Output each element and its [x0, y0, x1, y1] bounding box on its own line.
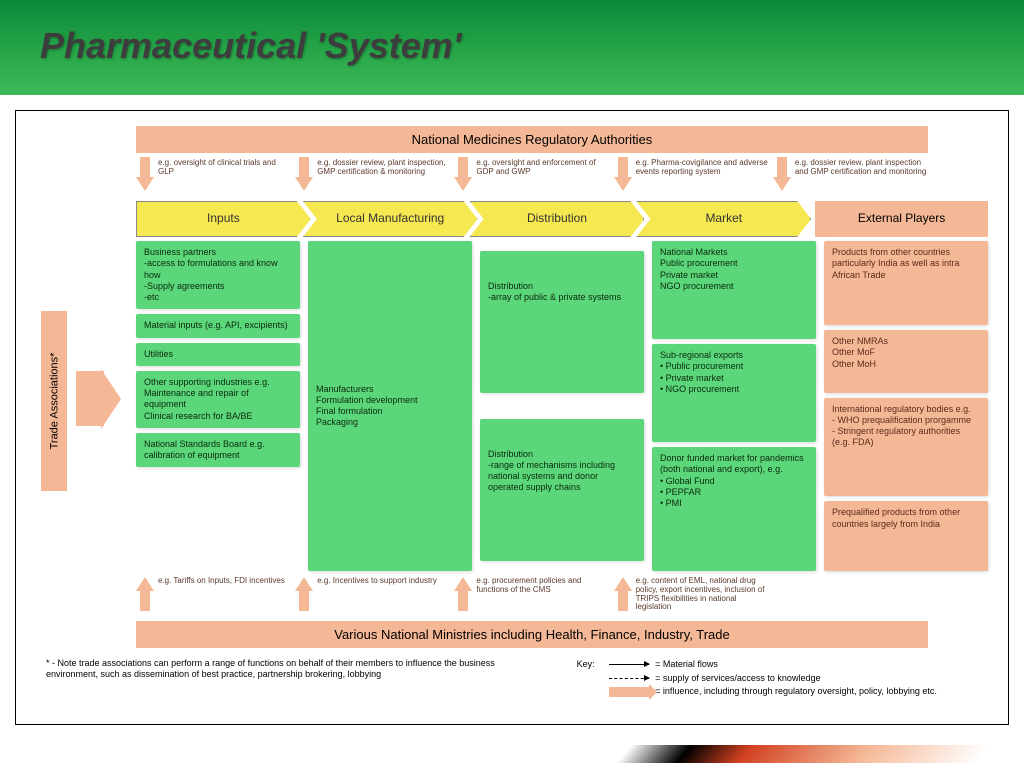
- down-annot-1: e.g. dossier review, plant inspection, G…: [317, 157, 450, 177]
- box-market-1: Sub-regional exports • Public procuremen…: [652, 344, 816, 442]
- diagram-container: National Medicines Regulatory Authoritie…: [15, 110, 1009, 725]
- columns-grid: Business partners -access to formulation…: [136, 241, 988, 571]
- box-distribution-0: Distribution -array of public & private …: [480, 251, 644, 393]
- up-annot-0: e.g. Tariffs on Inputs, FDI incentives: [158, 575, 291, 586]
- up-arrow-icon: [136, 575, 154, 611]
- stage-inputs: Inputs: [136, 201, 311, 237]
- col-external: Products from other countries particular…: [824, 241, 988, 571]
- box-inputs-4: National Standards Board e.g. calibratio…: [136, 433, 300, 468]
- box-inputs-1: Material inputs (e.g. API, excipients): [136, 314, 300, 337]
- stages-row: Inputs Local Manufacturing Distribution …: [136, 201, 988, 237]
- box-external-3: Prequalified products from other countri…: [824, 501, 988, 571]
- box-external-0: Products from other countries particular…: [824, 241, 988, 325]
- col-distribution: Distribution -array of public & private …: [480, 241, 644, 571]
- stage-market: Market: [636, 201, 811, 237]
- key-2: = influence, including through regulator…: [655, 685, 937, 699]
- up-arrows-row: e.g. Tariffs on Inputs, FDI incentives e…: [136, 575, 928, 617]
- footnote-text: * - Note trade associations can perform …: [46, 658, 537, 699]
- down-arrow-icon: [295, 157, 313, 193]
- up-annot-3: e.g. content of EML, national drug polic…: [636, 575, 769, 612]
- down-annot-0: e.g. oversight of clinical trials and GL…: [158, 157, 291, 177]
- top-authority-bar: National Medicines Regulatory Authoritie…: [136, 126, 928, 153]
- box-inputs-2: Utilities: [136, 343, 300, 366]
- down-arrow-icon: [614, 157, 632, 193]
- slide-title: Pharmaceutical 'System': [40, 25, 984, 67]
- stage-external: External Players: [815, 201, 988, 237]
- box-inputs-3: Other supporting industries e.g. Mainten…: [136, 371, 300, 428]
- down-arrows-row: e.g. oversight of clinical trials and GL…: [136, 157, 928, 199]
- stage-distribution: Distribution: [470, 201, 645, 237]
- key-1: = supply of services/access to knowledge: [655, 672, 820, 686]
- stage-manufacturing: Local Manufacturing: [303, 201, 478, 237]
- up-arrow-icon: [614, 575, 632, 611]
- box-external-1: Other NMRAs Other MoF Other MoH: [824, 330, 988, 393]
- down-arrow-icon: [773, 157, 791, 193]
- down-arrow-icon: [454, 157, 472, 193]
- down-arrow-icon: [136, 157, 154, 193]
- up-arrow-icon: [295, 575, 313, 611]
- down-annot-4: e.g. dossier review, plant inspection an…: [795, 157, 928, 177]
- up-arrow-icon: [454, 575, 472, 611]
- trade-associations-arrow-icon: [76, 351, 121, 446]
- key-label: Key:: [577, 658, 595, 672]
- trade-associations-label: Trade Associations*: [41, 311, 67, 491]
- solid-arrow-icon: [609, 664, 649, 665]
- box-inputs-0: Business partners -access to formulation…: [136, 241, 300, 309]
- col-manufacturing: Manufacturers Formulation development Fi…: [308, 241, 472, 571]
- slide-footer-decoration: [0, 738, 1024, 768]
- col-market: National Markets Public procurement Priv…: [652, 241, 816, 571]
- col-inputs: Business partners -access to formulation…: [136, 241, 300, 571]
- box-market-0: National Markets Public procurement Priv…: [652, 241, 816, 339]
- key-0: = Material flows: [655, 658, 718, 672]
- up-annot-2: e.g. procurement policies and functions …: [476, 575, 609, 595]
- box-manufacturing-0: Manufacturers Formulation development Fi…: [308, 241, 472, 571]
- legend: Key: = Material flows Key: = supply of s…: [577, 658, 978, 699]
- bottom-authority-bar: Various National Ministries including He…: [136, 621, 928, 648]
- down-annot-2: e.g. oversight and enforcement of GDP an…: [476, 157, 609, 177]
- dashed-arrow-icon: [609, 678, 649, 679]
- down-annot-3: e.g. Pharma-covigilance and adverse even…: [636, 157, 769, 177]
- fat-arrow-icon: [609, 687, 649, 697]
- up-annot-1: e.g. Incentives to support industry: [317, 575, 450, 586]
- slide-header: Pharmaceutical 'System': [0, 0, 1024, 95]
- box-external-2: International regulatory bodies e.g. - W…: [824, 398, 988, 497]
- footnote-row: * - Note trade associations can perform …: [46, 658, 978, 699]
- box-market-2: Donor funded market for pandemics (both …: [652, 447, 816, 571]
- box-distribution-1: Distribution -range of mechanisms includ…: [480, 419, 644, 561]
